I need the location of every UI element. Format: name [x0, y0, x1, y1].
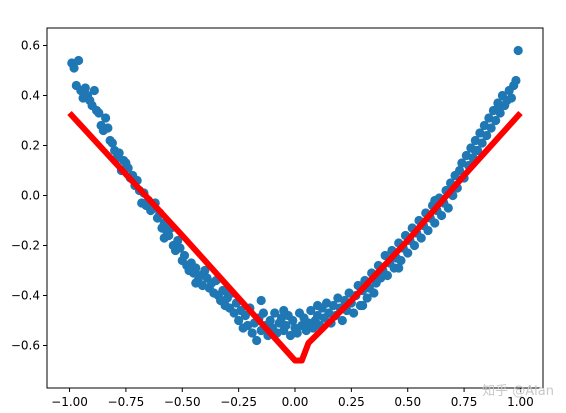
scatter-point: [191, 278, 201, 288]
y-tick-label: −0.4: [11, 289, 40, 303]
scatter-point: [477, 138, 487, 148]
scatter-point: [362, 293, 372, 303]
scatter-point: [69, 63, 79, 73]
scatter-point: [247, 328, 257, 338]
scatter-point: [175, 243, 185, 253]
y-tick-label: 0.6: [21, 39, 40, 53]
scatter-point: [454, 165, 465, 176]
scatter-point: [436, 210, 447, 221]
x-tick-label: 0.00: [282, 395, 309, 409]
watermark: 知乎 @Alan: [482, 384, 554, 399]
scatter-point: [200, 265, 210, 276]
scatter-point: [292, 328, 302, 338]
scatter-point: [281, 320, 291, 331]
scatter-point: [103, 123, 113, 133]
x-tick-label: 0.25: [338, 395, 365, 409]
scatter-point: [159, 233, 169, 243]
x-tick-label: −0.75: [108, 395, 145, 409]
x-tick-label: −0.50: [164, 395, 201, 409]
x-tick-label: 0.75: [451, 395, 478, 409]
fit-line: [67, 110, 523, 364]
scatter-point: [288, 315, 298, 326]
scatter-point: [409, 240, 420, 251]
scatter-point: [423, 225, 433, 236]
scatter-point: [337, 315, 347, 326]
y-tick-label: 0.4: [21, 89, 40, 103]
scatter-point: [234, 315, 244, 326]
y-axis: −0.6 −0.4 −0.2 0.0 0.2 0.4 0.6: [11, 39, 47, 353]
fit-line-series: [67, 110, 523, 364]
y-tick-label: 0.0: [21, 189, 40, 203]
scatter-point: [101, 113, 111, 123]
scatter-point: [403, 248, 413, 258]
scatter-point: [107, 138, 117, 148]
scatter-point: [491, 115, 501, 126]
scatter-point: [382, 270, 393, 281]
scatter-point: [265, 315, 275, 326]
scatter-point: [482, 130, 492, 141]
scatter-point: [173, 235, 183, 246]
scatter-point: [486, 123, 496, 133]
scatter-point: [80, 83, 90, 93]
scatter-series: [67, 45, 523, 346]
scatter-point: [252, 335, 262, 346]
scatter-point: [114, 148, 124, 158]
scatter-point: [179, 250, 190, 261]
scatter-point: [256, 295, 266, 306]
scatter-point: [443, 203, 453, 213]
scatter-point: [396, 255, 406, 266]
scatter-point: [306, 305, 316, 316]
scatter-point: [506, 93, 517, 103]
scatter-point: [258, 308, 269, 318]
scatter-point: [513, 45, 523, 56]
scatter-point: [511, 75, 521, 86]
x-tick-label: −0.25: [220, 395, 257, 409]
scatter-point: [270, 308, 280, 318]
x-axis: −1.00 −0.75 −0.50 −0.25 0.00 0.25 0.50 0.75 1.00: [51, 388, 534, 409]
scatter-point: [73, 55, 84, 66]
scatter-point: [240, 310, 250, 321]
x-tick-label: −1.00: [51, 395, 88, 409]
scatter-point: [358, 300, 368, 311]
scatter-point: [89, 85, 99, 96]
y-tick-label: 0.2: [21, 139, 40, 153]
x-tick-label: 1.00: [507, 395, 534, 409]
scatter-point: [78, 93, 88, 103]
scatter-point: [279, 305, 289, 316]
scatter-point: [94, 108, 104, 118]
y-tick-label: −0.2: [11, 239, 40, 253]
scatter-point: [394, 263, 404, 273]
y-tick-label: −0.6: [11, 339, 40, 353]
scatter-point: [191, 263, 201, 273]
x-tick-label: 0.50: [394, 395, 421, 409]
scatter-point: [349, 308, 359, 318]
scatter-point: [470, 145, 480, 156]
scatter-point: [369, 288, 379, 298]
scatter-point: [493, 103, 503, 113]
scatter-point: [312, 300, 323, 311]
scatter-point: [416, 233, 426, 243]
scatter-point: [430, 218, 440, 228]
